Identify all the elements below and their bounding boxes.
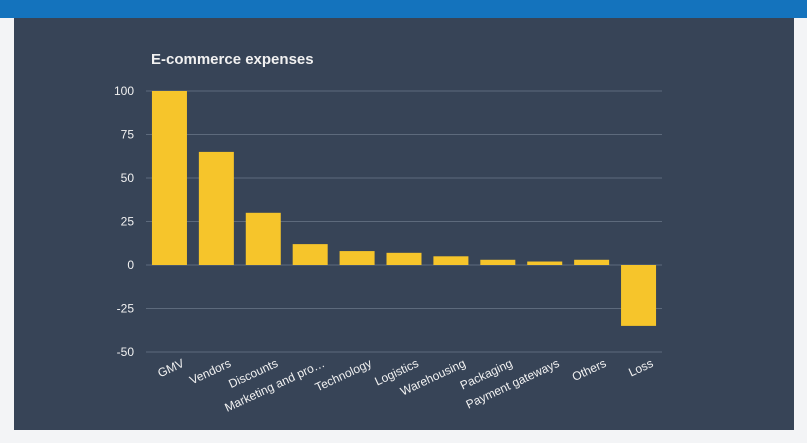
bar-vendors (198, 151, 234, 265)
y-axis-ticks: 100 75 50 25 0 -25 -50 (114, 84, 134, 359)
x-tick-label: Others (570, 356, 609, 384)
bar-payment-gateways (527, 261, 563, 265)
y-tick-label: 50 (121, 171, 135, 185)
chart-title: E-commerce expenses (151, 51, 314, 68)
bar-loss (621, 265, 657, 326)
bar-discounts (245, 212, 281, 265)
bar-logistics (386, 252, 422, 265)
y-tick-label: 0 (127, 258, 134, 272)
x-tick-label: Vendors (187, 356, 233, 387)
chart-card (14, 18, 794, 430)
bar-technology (339, 251, 375, 265)
y-tick-label: 100 (114, 84, 134, 98)
top-header-bar (0, 0, 807, 18)
y-tick-label: -25 (117, 302, 135, 316)
bar-packaging (480, 259, 516, 265)
bars (151, 91, 657, 326)
bar-warehousing (433, 256, 469, 265)
x-tick-label: GMV (156, 356, 187, 380)
y-tick-label: -50 (117, 345, 135, 359)
y-tick-label: 25 (121, 215, 135, 229)
bar-others (574, 259, 610, 265)
x-tick-label: Loss (626, 356, 655, 379)
y-tick-label: 75 (121, 128, 135, 142)
bar-gmv (151, 91, 187, 265)
bar-marketing-and-pro (292, 244, 328, 265)
